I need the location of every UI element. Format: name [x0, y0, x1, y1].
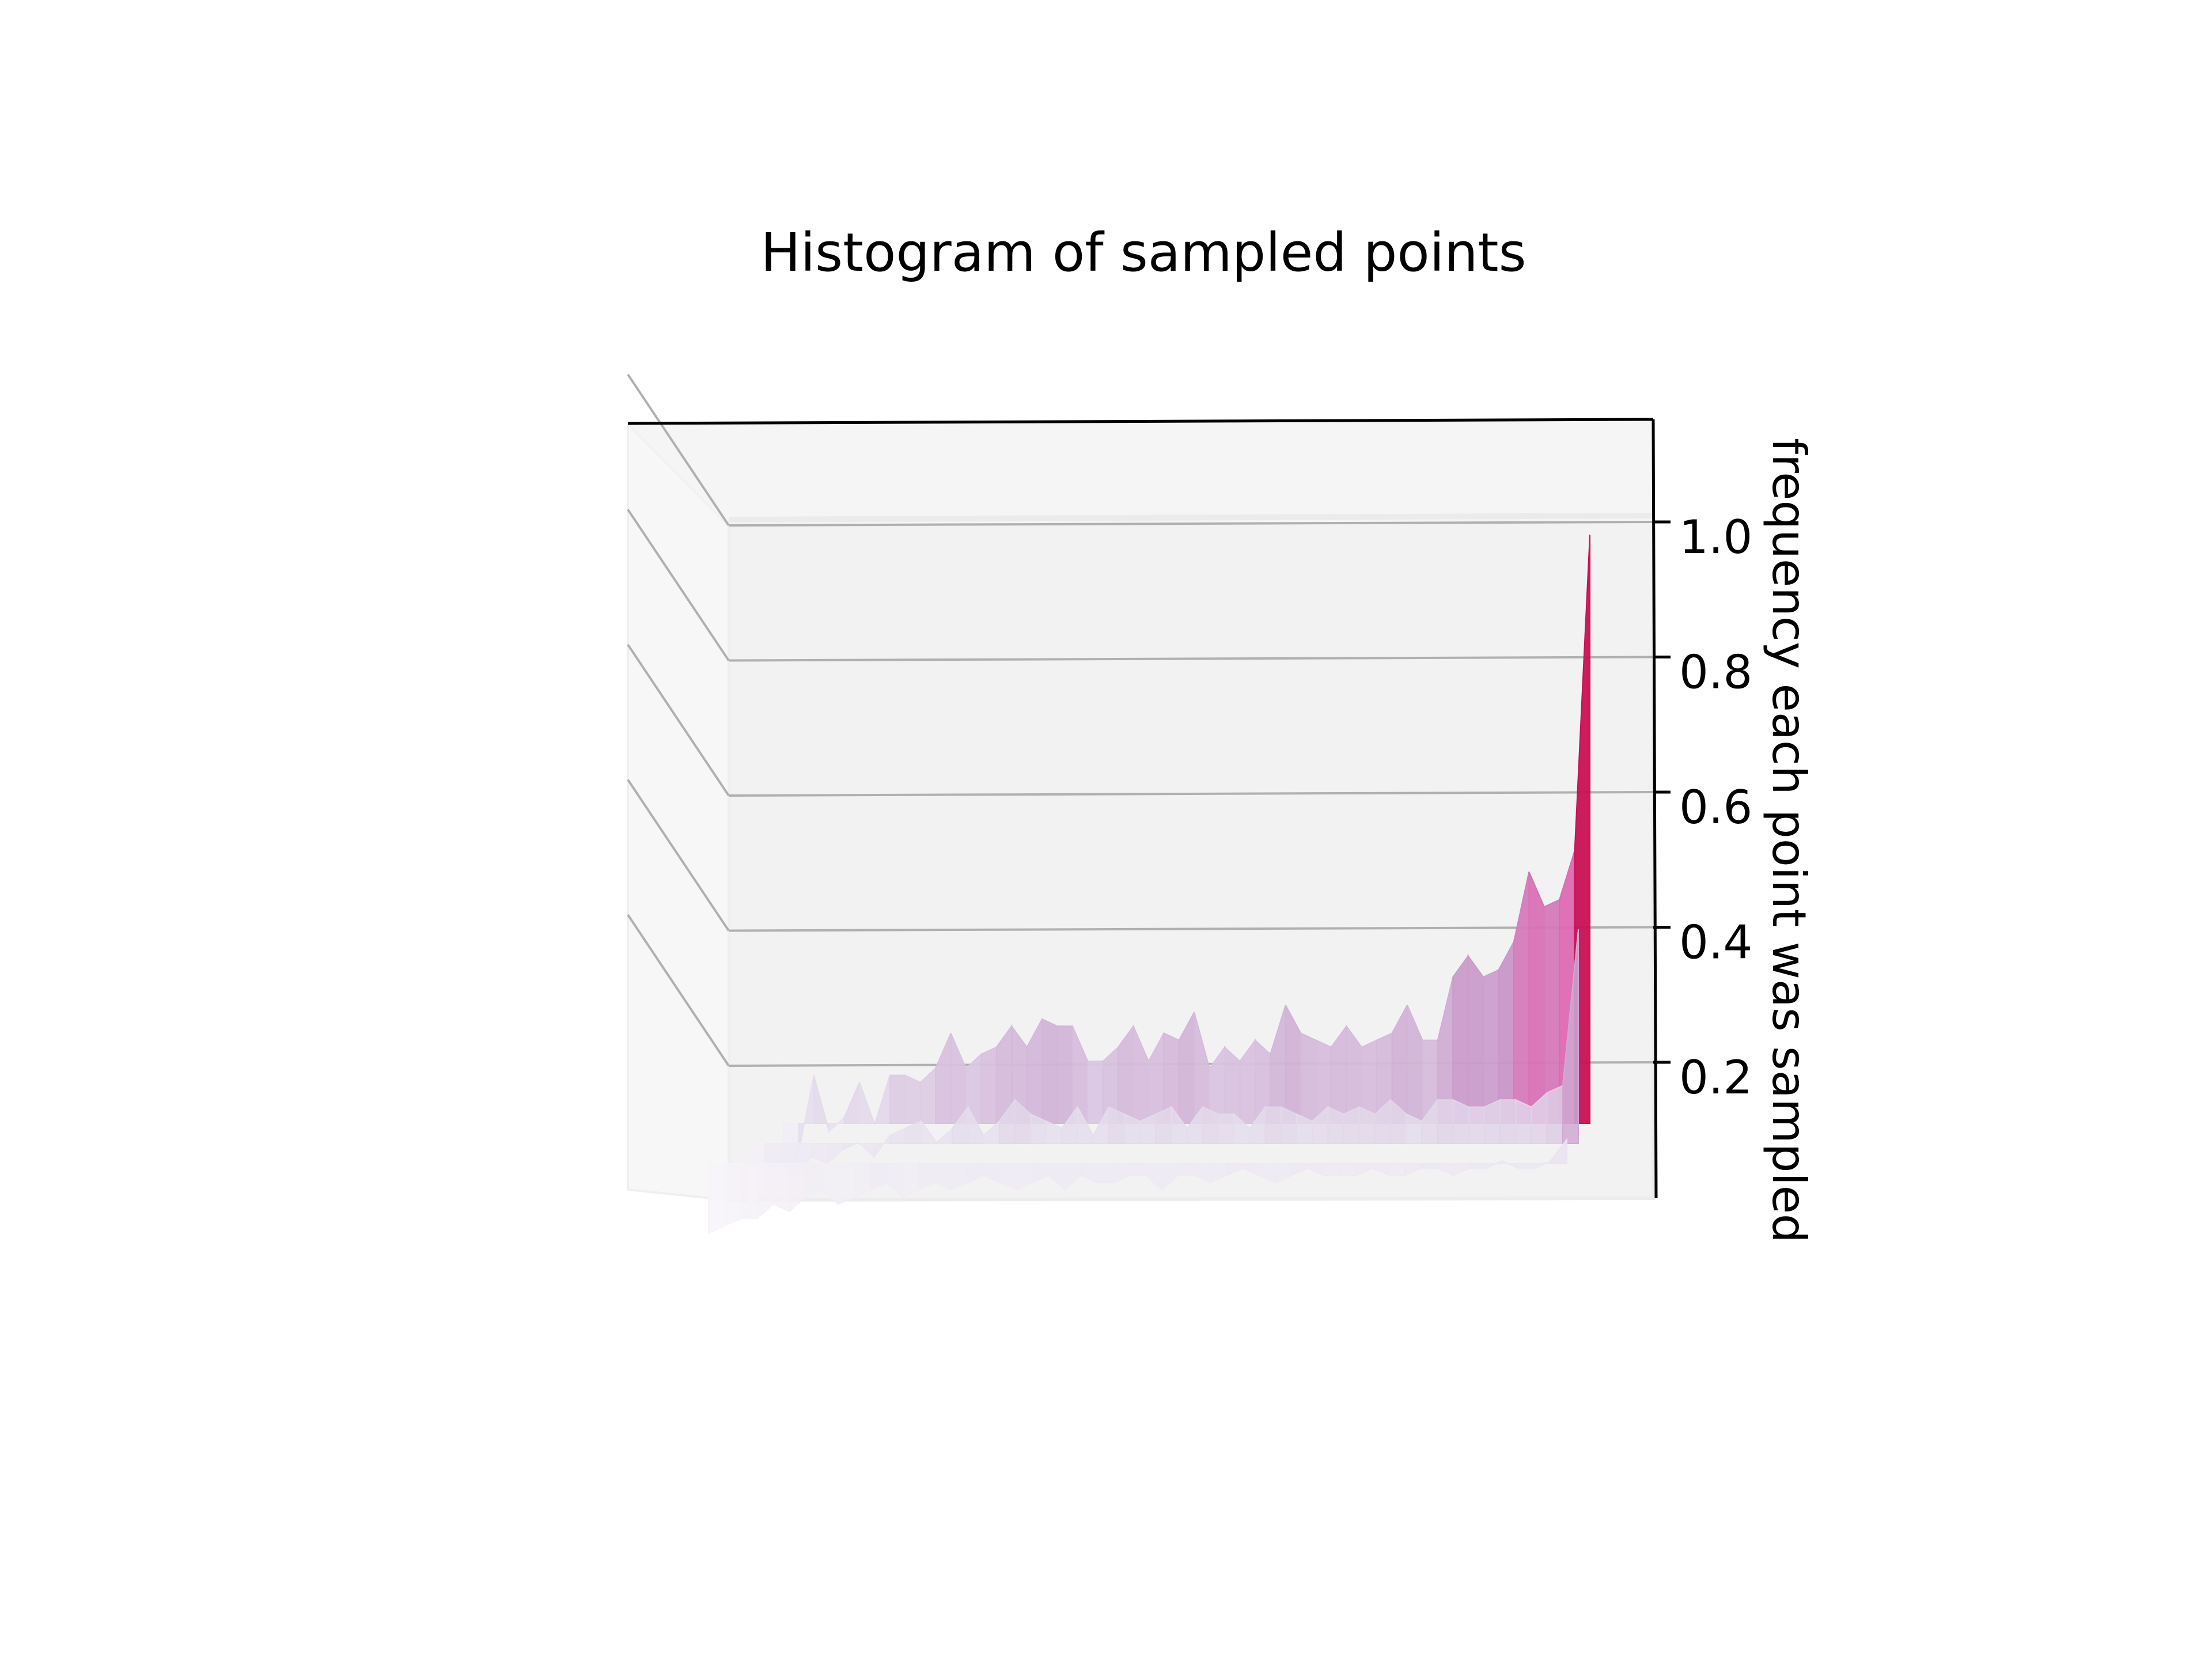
surface-facet — [1467, 954, 1484, 1124]
surface-facet — [1096, 1163, 1114, 1183]
surface-facet — [724, 1163, 742, 1227]
surface-facet — [740, 1163, 758, 1220]
surface — [708, 535, 1590, 1234]
surface-facet — [980, 1046, 997, 1124]
surface-facet — [1224, 1046, 1241, 1124]
grid-line-back — [728, 656, 1654, 662]
surface-facet — [1452, 1099, 1469, 1144]
surface-facet — [904, 1074, 921, 1124]
grid-line-left — [627, 914, 730, 1067]
z-tick-label: 1.0 — [1679, 510, 1752, 564]
surface-facet — [1264, 1106, 1282, 1144]
surface-facet — [1202, 1106, 1219, 1144]
surface-facet — [1087, 1061, 1104, 1124]
surface-facet — [1343, 1106, 1360, 1144]
z-ticks: 0.2 0.4 0.6 0.8 1.0 — [1653, 510, 1752, 1104]
surface-facet — [772, 1163, 790, 1213]
surface-facet — [1468, 1106, 1485, 1144]
surface-facet — [1327, 1106, 1344, 1144]
z-tick-label: 0.4 — [1679, 916, 1752, 970]
surface-facet — [1177, 1163, 1195, 1176]
z-tick-label: 0.2 — [1679, 1051, 1752, 1104]
surface-facet — [1056, 1025, 1073, 1124]
surface-facet — [1483, 969, 1499, 1124]
z-axis-line — [1652, 419, 1658, 1199]
grid-line-back — [728, 926, 1654, 932]
surface-facet — [1437, 1099, 1454, 1144]
top-pane — [628, 419, 1653, 525]
surface-facet — [1562, 929, 1579, 1144]
surface-facet — [1155, 1106, 1172, 1144]
surface-facet — [1108, 1106, 1126, 1144]
surface-facet — [1528, 871, 1545, 1124]
grid-line-left — [627, 373, 730, 527]
surface-facet — [1483, 1099, 1501, 1144]
surface-facet — [1515, 1099, 1532, 1144]
surface-facet — [837, 1163, 855, 1205]
surface-facet — [1546, 1085, 1563, 1144]
surface-facet — [1388, 1163, 1406, 1176]
chart-title: Histogram of sampled points — [760, 222, 1526, 283]
surface-facet — [708, 1163, 726, 1234]
surface-facet — [756, 1163, 774, 1220]
z-tick-label: 0.6 — [1679, 781, 1752, 834]
surface-facet — [1420, 1163, 1438, 1169]
left-wall — [627, 421, 730, 1202]
surface-facet — [1452, 954, 1469, 1124]
surface-facet — [1323, 1163, 1341, 1176]
grid-line-back — [728, 791, 1654, 797]
z-tick-label: 0.8 — [1679, 646, 1752, 699]
surface-facet — [789, 1163, 806, 1213]
z-axis-label: frequency each point was sampled — [1762, 438, 1816, 1243]
surface-facet — [1550, 1137, 1567, 1164]
surface-facet — [1300, 1032, 1317, 1124]
grid-line-left — [627, 643, 730, 797]
surface-facet — [1128, 1163, 1147, 1176]
grid-line-back — [728, 521, 1654, 527]
surface-facet — [1280, 1106, 1297, 1144]
grid-line-left — [627, 509, 730, 661]
surface-facet — [1358, 1106, 1376, 1144]
surface-facet — [1041, 1018, 1058, 1124]
top-pane-edge — [728, 513, 1654, 523]
surface-facet — [1498, 941, 1514, 1124]
surface-facet — [1469, 1163, 1487, 1169]
surface-facet — [1499, 1099, 1517, 1144]
surface-facet — [889, 1074, 906, 1124]
surface-facet — [1339, 1163, 1357, 1176]
surface-facet — [1218, 1114, 1235, 1144]
top-axis-line — [627, 418, 1654, 425]
grid-line-left — [627, 779, 730, 932]
surface-facet — [1517, 1163, 1535, 1169]
